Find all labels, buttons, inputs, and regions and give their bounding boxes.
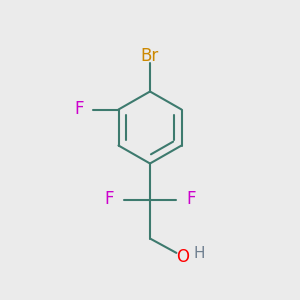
Text: H: H <box>194 246 205 261</box>
Text: F: F <box>104 190 113 208</box>
Text: O: O <box>176 248 190 266</box>
Text: F: F <box>187 190 196 208</box>
Text: F: F <box>74 100 83 118</box>
Text: Br: Br <box>141 46 159 64</box>
